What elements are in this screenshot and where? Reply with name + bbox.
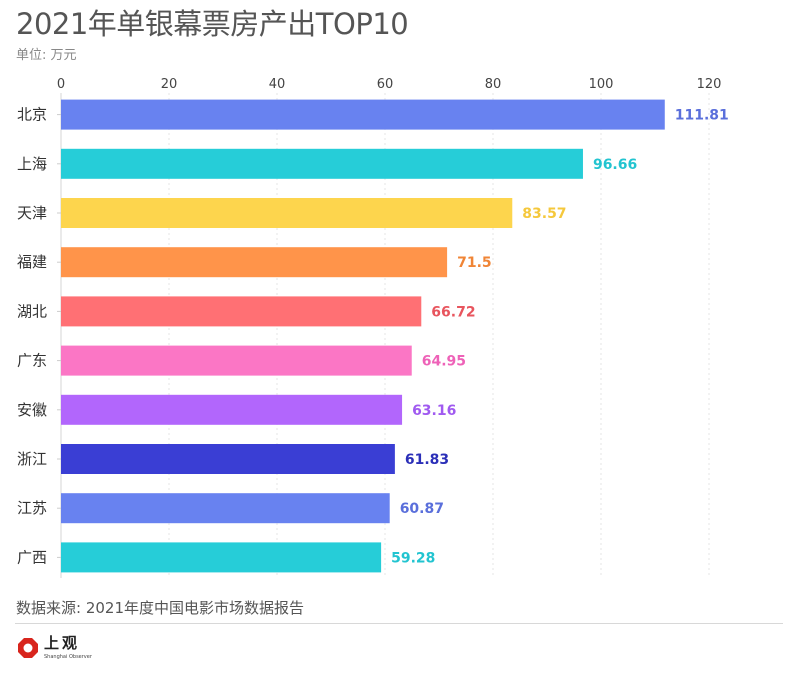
x-tick-label: 80 (485, 77, 502, 92)
category-label: 安徽 (17, 401, 47, 419)
value-label: 96.66 (593, 157, 637, 173)
logo: 上观 Shanghai Observer (17, 635, 137, 667)
bar-江苏 (61, 493, 390, 524)
value-label: 59.28 (391, 550, 435, 566)
logo-text: 上观 (44, 634, 81, 652)
x-tick-label: 40 (269, 77, 286, 92)
bar-广东 (61, 345, 412, 376)
shanghai-observer-logo-icon (18, 638, 38, 658)
value-label: 60.87 (400, 501, 444, 517)
category-label: 福建 (17, 253, 47, 271)
footer-divider (15, 623, 783, 624)
category-label: 浙江 (17, 450, 47, 468)
value-label: 66.72 (431, 304, 475, 320)
category-label: 广东 (17, 352, 47, 370)
x-tick-label: 100 (589, 77, 614, 92)
category-label: 广西 (17, 548, 47, 566)
x-tick-label: 0 (57, 77, 65, 92)
x-tick-label: 120 (697, 77, 722, 92)
value-label: 111.81 (675, 108, 729, 124)
bar-北京 (61, 99, 665, 130)
unit-label: 单位: 万元 (16, 48, 77, 63)
value-label: 63.16 (412, 403, 456, 419)
bar-福建 (61, 247, 448, 278)
bar-浙江 (61, 444, 395, 474)
value-label: 61.83 (405, 452, 449, 468)
data-source: 数据来源: 2021年度中国电影市场数据报告 (16, 599, 304, 617)
category-label: 江苏 (17, 499, 47, 517)
x-tick-label: 20 (161, 77, 178, 92)
bar-湖北 (61, 296, 422, 327)
category-label: 湖北 (17, 302, 47, 320)
logo-subtext: Shanghai Observer (44, 654, 92, 660)
chart-title: 2021年单银幕票房产出TOP10 (16, 7, 409, 41)
bar-安徽 (61, 394, 403, 425)
category-label: 北京 (17, 106, 47, 124)
x-tick-label: 60 (377, 77, 394, 92)
bar-chart: 0 20 40 60 80 100 120 北京 111.81 上海 96.66 天津 83.57 福建 7… (17, 77, 729, 578)
bar-天津 (61, 198, 513, 228)
value-label: 71.5 (457, 255, 492, 271)
bar-上海 (61, 148, 583, 179)
category-label: 天津 (17, 204, 47, 222)
value-label: 83.57 (522, 206, 566, 222)
bar-广西 (61, 542, 382, 573)
value-label: 64.95 (422, 354, 466, 370)
category-label: 上海 (17, 155, 47, 173)
